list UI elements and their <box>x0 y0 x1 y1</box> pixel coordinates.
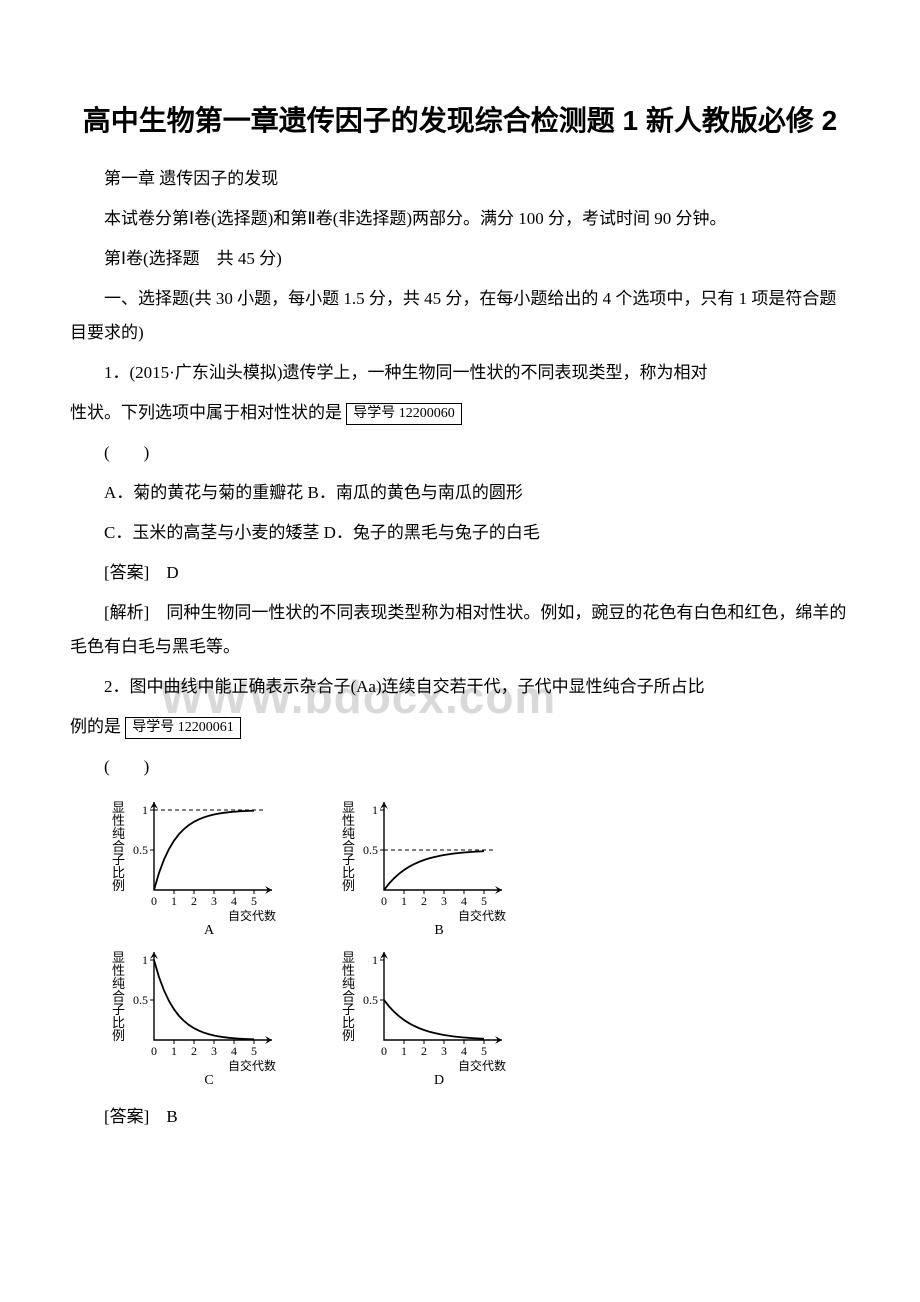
q1-explain: [解析] 同种生物同一性状的不同表现类型称为相对性状。例如，豌豆的花色有白色和红… <box>70 596 850 664</box>
q1-blank: ( ) <box>70 436 850 470</box>
svg-text:4: 4 <box>461 1044 467 1058</box>
chart-row-2: 显性纯合子比例0.51012345自交代数C 显性纯合子比例0.51012345… <box>102 940 850 1090</box>
q2-stem-line2-wrap: 例的是 导学号 12200061 <box>70 710 850 744</box>
q2-study-number-box: 导学号 12200061 <box>125 717 241 739</box>
chart-b: 显性纯合子比例0.51012345自交代数B <box>332 790 532 940</box>
svg-text:0.5: 0.5 <box>133 843 148 857</box>
svg-text:2: 2 <box>191 894 197 908</box>
q2-stem-line1: 2．图中曲线中能正确表示杂合子(Aa)连续自交若干代，子代中显性纯合子所占比 <box>70 670 850 704</box>
q1-stem-line2-wrap: 性状。下列选项中属于相对性状的是 导学号 12200060 <box>70 396 850 430</box>
q1-options-cd: C．玉米的高茎与小麦的矮茎 D．兔子的黑毛与兔子的白毛 <box>70 516 850 550</box>
q1-stem-line1: 1．(2015·广东汕头模拟)遗传学上，一种生物同一性状的不同表现类型，称为相对 <box>70 356 850 390</box>
svg-text:A: A <box>204 923 215 938</box>
svg-text:1: 1 <box>401 894 407 908</box>
svg-text:5: 5 <box>481 894 487 908</box>
q2-blank: ( ) <box>70 750 850 784</box>
svg-text:5: 5 <box>481 1044 487 1058</box>
svg-text:0.5: 0.5 <box>363 843 378 857</box>
chart-a: 显性纯合子比例0.51012345自交代数A <box>102 790 302 940</box>
svg-text:自交代数: 自交代数 <box>228 1058 276 1073</box>
svg-text:C: C <box>204 1073 213 1088</box>
svg-text:2: 2 <box>191 1044 197 1058</box>
svg-text:B: B <box>434 923 443 938</box>
svg-text:0: 0 <box>151 894 157 908</box>
chapter-heading: 第一章 遗传因子的发现 <box>70 162 850 196</box>
svg-text:例: 例 <box>112 1028 125 1043</box>
chart-c: 显性纯合子比例0.51012345自交代数C <box>102 940 302 1090</box>
q1-study-number-box: 导学号 12200060 <box>346 403 462 425</box>
section1-header: 第Ⅰ卷(选择题 共 45 分) <box>70 242 850 276</box>
svg-text:自交代数: 自交代数 <box>228 908 276 923</box>
svg-text:例: 例 <box>342 878 355 893</box>
svg-text:2: 2 <box>421 1044 427 1058</box>
svg-text:0.5: 0.5 <box>363 993 378 1007</box>
svg-text:1: 1 <box>372 803 378 817</box>
svg-text:3: 3 <box>211 1044 217 1058</box>
svg-text:0: 0 <box>381 1044 387 1058</box>
svg-text:2: 2 <box>421 894 427 908</box>
section1-instruction: 一、选择题(共 30 小题，每小题 1.5 分，共 45 分，在每小题给出的 4… <box>70 282 850 350</box>
svg-text:例: 例 <box>112 878 125 893</box>
svg-text:D: D <box>434 1073 444 1088</box>
svg-text:1: 1 <box>171 1044 177 1058</box>
q2-stem-line2: 例的是 <box>70 717 121 736</box>
svg-text:0.5: 0.5 <box>133 993 148 1007</box>
svg-text:自交代数: 自交代数 <box>458 1058 506 1073</box>
svg-text:5: 5 <box>251 894 257 908</box>
q1-options-ab: A．菊的黄花与菊的重瓣花 B．南瓜的黄色与南瓜的圆形 <box>70 476 850 510</box>
svg-text:1: 1 <box>171 894 177 908</box>
svg-text:0: 0 <box>151 1044 157 1058</box>
svg-text:例: 例 <box>342 1028 355 1043</box>
svg-text:1: 1 <box>401 1044 407 1058</box>
svg-text:1: 1 <box>142 803 148 817</box>
svg-text:4: 4 <box>231 894 237 908</box>
intro-text: 本试卷分第Ⅰ卷(选择题)和第Ⅱ卷(非选择题)两部分。满分 100 分，考试时间 … <box>70 202 850 236</box>
svg-text:1: 1 <box>372 953 378 967</box>
svg-text:4: 4 <box>461 894 467 908</box>
q1-stem-line2: 性状。下列选项中属于相对性状的是 <box>70 403 342 422</box>
chart-d: 显性纯合子比例0.51012345自交代数D <box>332 940 532 1090</box>
svg-text:4: 4 <box>231 1044 237 1058</box>
q2-answer: [答案] B <box>70 1100 850 1134</box>
svg-text:3: 3 <box>441 894 447 908</box>
charts-container: 显性纯合子比例0.51012345自交代数A 显性纯合子比例0.51012345… <box>102 790 850 1090</box>
q1-answer: [答案] D <box>70 556 850 590</box>
svg-text:自交代数: 自交代数 <box>458 908 506 923</box>
svg-text:1: 1 <box>142 953 148 967</box>
svg-text:0: 0 <box>381 894 387 908</box>
svg-text:3: 3 <box>441 1044 447 1058</box>
svg-text:3: 3 <box>211 894 217 908</box>
page-title: 高中生物第一章遗传因子的发现综合检测题 1 新人教版必修 2 <box>70 100 850 142</box>
chart-row-1: 显性纯合子比例0.51012345自交代数A 显性纯合子比例0.51012345… <box>102 790 850 940</box>
svg-text:5: 5 <box>251 1044 257 1058</box>
